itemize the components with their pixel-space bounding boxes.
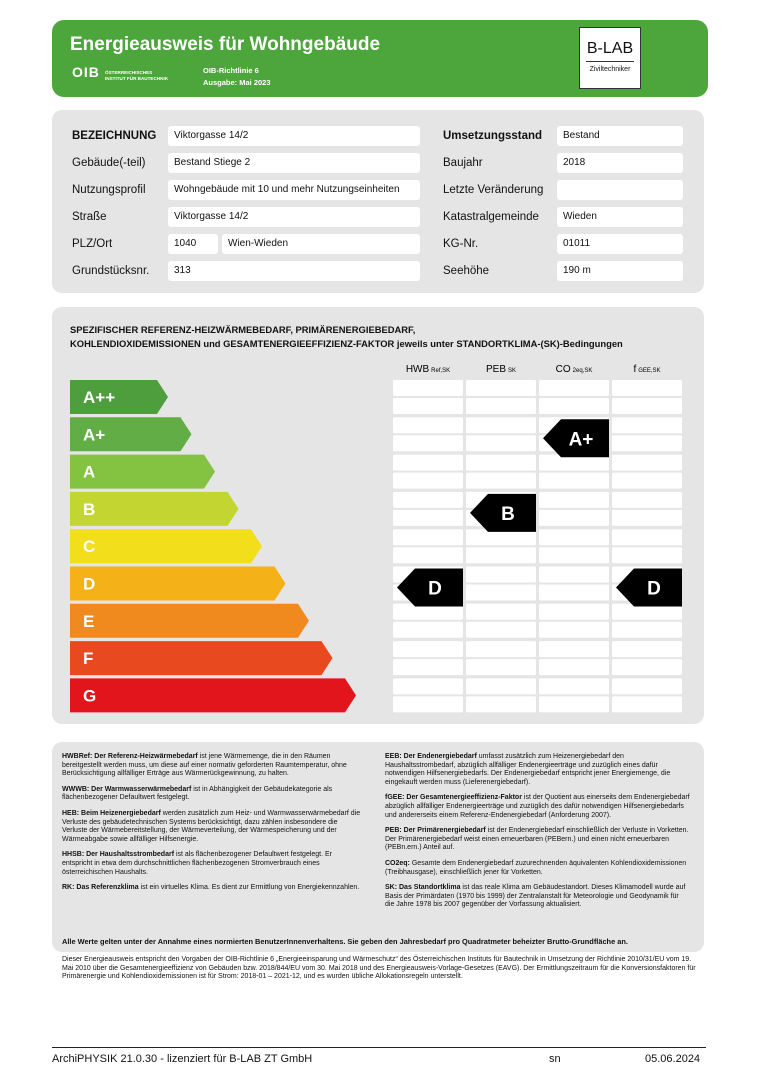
glossary-text: ist der Quotient aus einerseits dem Ende… — [385, 794, 690, 819]
info-value: 313 — [168, 261, 420, 281]
badge-sub: Ziviltechniker — [589, 66, 631, 73]
info-label: Straße — [72, 211, 107, 223]
badge-title: B-LAB — [586, 40, 634, 57]
oib-sub: INSTITUT FÜR BAUTECHNIK — [105, 76, 169, 81]
scale-title: KOHLENDIOXIDEMISSIONEN und GESAMTENERGIE… — [70, 338, 623, 349]
info-value: Wien-Wieden — [222, 234, 420, 254]
scale-title: SPEZIFISCHER REFERENZ-HEIZWÄRMEBEDARF, P… — [70, 324, 416, 335]
glossary-text: Gesamte dem Endenergiebedarf zuzurechnen… — [385, 859, 687, 876]
glossary-entry: CO2eq: Gesamte dem Endenergiebedarf zuzu… — [385, 860, 690, 877]
ausgabe: Ausgabe: Mai 2023 — [203, 78, 271, 87]
info-value — [557, 180, 683, 200]
oib-logo: OIB — [72, 64, 100, 80]
glossary-entry: HEB: Beim Heizenergiebedarf werden zusät… — [62, 810, 362, 844]
glossary-entry: fGEE: Der Gesamtenergieeffizienz-Faktor … — [385, 794, 690, 820]
scale-box — [52, 307, 704, 724]
richtlinie: OIB-Richtlinie 6 — [203, 66, 259, 75]
glossary-term: PEB: Der Primärenergiebedarf — [385, 827, 486, 835]
glossary-text: ist ein virtuelles Klima. Es dient zur E… — [138, 884, 360, 892]
glossary-text: werden zusätzlich zum Heiz- und Warmwass… — [62, 809, 361, 843]
glossary-term: RK: Das Referenzklima — [62, 884, 139, 892]
glossary-entry: PEB: Der Primärenergiebedarf ist der End… — [385, 827, 690, 853]
glossary-entry: SK: Das Standortklima ist das reale Klim… — [385, 884, 690, 910]
info-value: Viktorgasse 14/2 — [168, 207, 420, 227]
glossary-text: ist jene Wärmemenge, die in den Räumen b… — [62, 753, 347, 778]
glossary-column: EEB: Der Endenergiebedarf umfasst zusätz… — [385, 753, 690, 917]
info-label: Letzte Veränderung — [443, 184, 544, 196]
glossary-term: fGEE: Der Gesamtenergieeffizienz-Faktor — [385, 794, 522, 802]
info-label: BEZEICHNUNG — [72, 130, 157, 142]
footer-date: 05.06.2024 — [645, 1053, 701, 1065]
info-value: 01011 — [557, 234, 683, 254]
info-value: Bestand Stiege 2 — [168, 153, 420, 173]
glossary-term: EEB: Der Endenergiebedarf — [385, 753, 477, 760]
legal-text: Dieser Energieausweis entspricht den Vor… — [62, 956, 696, 981]
info-value: 1040 — [168, 234, 218, 254]
glossary-text: ist in Abhängigkeit der Gebäudekategorie… — [62, 785, 333, 802]
badge-rule — [586, 61, 634, 62]
info-value: Bestand — [557, 126, 683, 146]
info-label: Gebäude(-teil) — [72, 157, 146, 169]
title: Energieausweis für Wohngebäude — [70, 34, 381, 55]
glossary-box — [52, 742, 704, 952]
info-label: KG-Nr. — [443, 238, 479, 250]
glossary-term: HEB: Beim Heizenergiebedarf — [62, 809, 161, 817]
badge: B-LAB Ziviltechniker — [579, 27, 641, 89]
glossary-entry: EEB: Der Endenergiebedarf umfasst zusätz… — [385, 753, 690, 787]
glossary-text: umfasst zusätzlich zum Heizenergiebedarf… — [385, 753, 671, 786]
footer-user: sn — [549, 1053, 561, 1065]
info-label: Katastralgemeinde — [443, 211, 539, 223]
info-label: Baujahr — [443, 157, 483, 169]
glossary-text: ist das reale Klima am Gebäudestandort. … — [385, 884, 686, 909]
info-value: Wieden — [557, 207, 683, 227]
glossary-text: ist der Endenergiebedarf einschließlich … — [385, 827, 689, 852]
glossary-term: SK: Das Standortklima — [385, 884, 461, 892]
glossary-entry: RK: Das Referenzklima ist ein virtuelles… — [62, 884, 362, 893]
glossary-term: HHSB: Der Haushaltsstrombedarf — [62, 851, 175, 859]
glossary-term: WWWB: Der Warmwasserwärmebedarf — [62, 785, 192, 793]
info-value: Viktorgasse 14/2 — [168, 126, 420, 146]
glossary-term: CO2eq: — [385, 859, 410, 867]
glossary-text: ist als flächenbezogener Defaultwert fes… — [62, 851, 333, 876]
glossary-entry: HWBRef: Der Referenz-Heizwärmebedarf ist… — [62, 753, 362, 779]
info-value: 2018 — [557, 153, 683, 173]
info-label: Umsetzungsstand — [443, 130, 543, 142]
info-label: Seehöhe — [443, 265, 490, 277]
glossary-entry: HHSB: Der Haushaltsstrombedarf ist als f… — [62, 851, 362, 877]
glossary-note: Alle Werte gelten unter der Annahme eine… — [62, 937, 628, 946]
glossary-column: HWBRef: Der Referenz-Heizwärmebedarf ist… — [62, 753, 362, 900]
footer-software: ArchiPHYSIK 21.0.30 - lizenziert für B-L… — [52, 1053, 313, 1065]
info-label: Grundstücksnr. — [72, 265, 150, 277]
oib-sub: ÖSTERREICHISCHES — [105, 70, 153, 75]
glossary-term: HWBRef: Der Referenz-Heizwärmebedarf — [62, 753, 198, 760]
info-value: Wohngebäude mit 10 und mehr Nutzungseinh… — [168, 180, 420, 200]
glossary-entry: WWWB: Der Warmwasserwärmebedarf ist in A… — [62, 786, 362, 803]
info-label: Nutzungsprofil — [72, 184, 146, 196]
info-label: PLZ/Ort — [72, 238, 113, 250]
footer-rule — [52, 1047, 706, 1048]
info-value: 190 m — [557, 261, 683, 281]
